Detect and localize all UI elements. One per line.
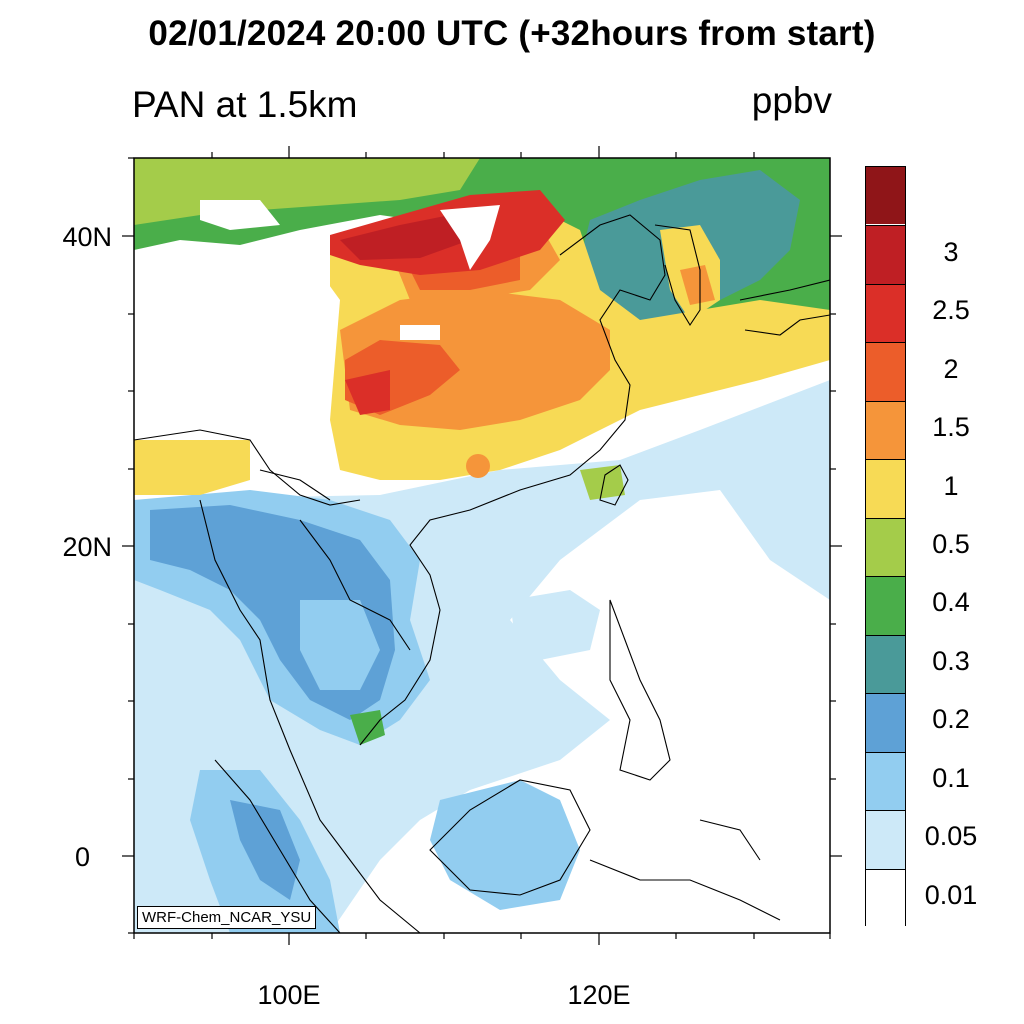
lon-label-100e: 100E	[257, 980, 321, 1010]
legend-swatch	[866, 751, 905, 811]
legend-swatch	[866, 576, 905, 635]
legend-swatch	[866, 459, 905, 518]
variable-label: PAN at 1.5km	[132, 84, 358, 125]
legend-label: 0.5	[932, 529, 970, 559]
legend-swatch	[866, 634, 905, 694]
lat-label-40n: 40N	[62, 222, 112, 252]
legend-label: 3	[943, 236, 959, 267]
units-label: ppbv	[751, 80, 832, 121]
legend-swatch	[866, 225, 905, 284]
legend-swatch	[866, 517, 905, 577]
legend-swatch	[866, 283, 905, 343]
legend-swatch	[866, 810, 905, 869]
lat-label-0: 0	[74, 842, 90, 872]
legend-swatch	[866, 693, 905, 752]
coastline-boundaries	[134, 214, 830, 933]
lat-label-20n: 20N	[62, 532, 112, 562]
lat-ticks	[122, 157, 842, 934]
legend-label: 0.1	[932, 762, 970, 793]
concentration-field	[134, 158, 830, 933]
legend-label: 0.01	[924, 879, 978, 910]
legend-swatch	[866, 342, 905, 401]
legend-label: 1.5	[932, 412, 970, 443]
legend-label: 2.5	[932, 295, 970, 326]
legend-swatch	[866, 400, 905, 460]
legend-label: 0.2	[932, 704, 970, 735]
color-legend	[865, 166, 906, 927]
lon-label-120e: 120E	[567, 980, 631, 1010]
legend-swatch	[866, 868, 905, 927]
legend-label: 0.3	[932, 645, 970, 676]
legend-swatch	[866, 167, 905, 225]
map-title: 02/01/2024 20:00 UTC (+32hours from star…	[148, 14, 876, 53]
legend-label: 0.4	[932, 587, 970, 618]
legend-label: 2	[943, 353, 959, 384]
legend-label: 1	[943, 470, 959, 501]
model-credit: WRF-Chem_NCAR_YSU	[137, 906, 317, 929]
lon-ticks	[133, 146, 831, 945]
legend-label: 0.05	[924, 821, 978, 852]
